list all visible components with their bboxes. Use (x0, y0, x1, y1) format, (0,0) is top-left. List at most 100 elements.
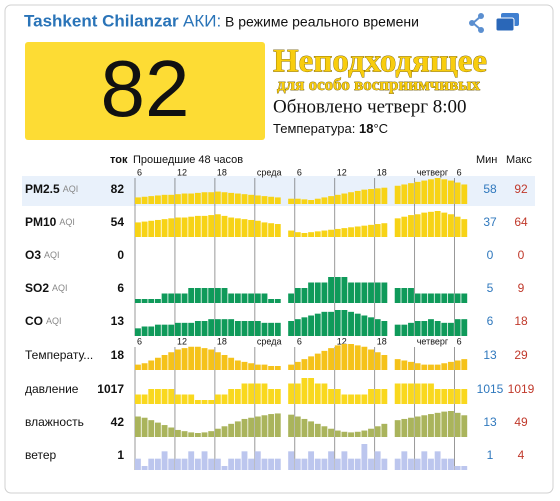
history-bar (314, 231, 321, 237)
history-bar (461, 219, 468, 237)
share-icon[interactable] (469, 13, 484, 33)
history-bar (261, 415, 268, 437)
history-bar (174, 217, 181, 237)
history-bar (248, 219, 255, 237)
aqi-label: АКИ: (183, 11, 221, 30)
history-bar (274, 366, 281, 370)
history-bar (148, 420, 155, 437)
history-bar (221, 394, 228, 404)
history-bar (161, 451, 168, 470)
now-value: 54 (111, 215, 125, 229)
row-label: ветер (25, 448, 57, 462)
hour-label: 12 (177, 336, 187, 346)
history-bar (374, 319, 381, 336)
history-bar (308, 421, 315, 437)
history-bar (354, 458, 361, 470)
history-bar (141, 466, 148, 470)
history-bar (234, 193, 241, 204)
history-bar (208, 431, 215, 437)
history-bar (154, 299, 161, 303)
max-value: 18 (514, 314, 528, 328)
history-bar (328, 428, 334, 437)
history-bar (268, 299, 275, 303)
history-bar (301, 359, 308, 370)
aqi-value: 82 (101, 44, 190, 133)
history-bar (228, 389, 235, 404)
history-bar (368, 189, 374, 204)
history-bar (461, 184, 468, 204)
history-bar (434, 293, 441, 303)
history-bar (268, 414, 275, 437)
hour-label: 12 (337, 167, 347, 177)
history-bar (135, 394, 141, 404)
history-bar (441, 322, 448, 336)
history-bar (294, 383, 301, 404)
history-bar (208, 349, 215, 370)
history-bar (241, 321, 248, 336)
history-bar (401, 360, 408, 370)
history-bar (361, 282, 368, 303)
window-icon[interactable] (495, 13, 519, 32)
history-bar (448, 293, 454, 303)
history-bar (361, 444, 368, 470)
history-bar (274, 197, 281, 204)
history-bar (201, 400, 208, 404)
history-bar (381, 355, 388, 370)
history-bar (414, 293, 421, 303)
history-bar (168, 389, 175, 404)
history-bar (421, 212, 428, 237)
history-bar (448, 180, 454, 204)
min-value: 58 (483, 182, 497, 196)
history-bar (448, 458, 454, 470)
history-bar (268, 389, 275, 404)
history-bar (241, 194, 248, 204)
history-bar (401, 184, 408, 204)
history-bar (135, 299, 141, 303)
hour-label: 18 (377, 336, 387, 346)
history-bar (261, 293, 268, 303)
min-value: 6 (487, 314, 494, 328)
level-note: для особо восприимчивых (277, 75, 481, 94)
max-value: 29 (514, 348, 528, 362)
history-bar (314, 458, 321, 470)
history-bar (201, 451, 208, 470)
history-bar (288, 451, 295, 470)
history-bar (381, 458, 388, 470)
history-bar (148, 389, 155, 404)
history-bar (341, 277, 348, 303)
history-bar (201, 432, 208, 437)
row-name: PM10 (25, 215, 57, 229)
history-bar (348, 311, 354, 336)
history-bar (441, 389, 448, 404)
history-bar (241, 418, 248, 437)
history-bar (348, 458, 354, 470)
history-bar (441, 363, 448, 370)
history-bar (381, 282, 388, 303)
history-bar (421, 364, 428, 370)
history-bar (454, 412, 461, 437)
history-bar (154, 422, 161, 437)
history-bar (408, 322, 414, 336)
history-bar (394, 324, 401, 336)
now-header: ток (110, 154, 128, 166)
history-bar (428, 293, 434, 303)
min-value: 0 (487, 248, 494, 262)
history-bar (374, 451, 381, 470)
history-bar (301, 458, 308, 470)
row-name: SO2 (25, 281, 49, 295)
history-bar (234, 218, 241, 237)
now-value: 6 (117, 281, 124, 295)
history-bar (401, 383, 408, 404)
now-value: 0 (117, 248, 124, 262)
history-bar (248, 417, 255, 437)
history-bar (421, 321, 428, 336)
history-bar (361, 315, 368, 336)
history-bar (434, 412, 441, 437)
history-bar (234, 458, 241, 470)
history-bar (254, 321, 261, 336)
history-bar (248, 293, 255, 303)
history-bar (408, 361, 414, 370)
history-bar (181, 394, 188, 404)
history-bar (268, 366, 275, 370)
row-label: Температу... (25, 348, 93, 362)
